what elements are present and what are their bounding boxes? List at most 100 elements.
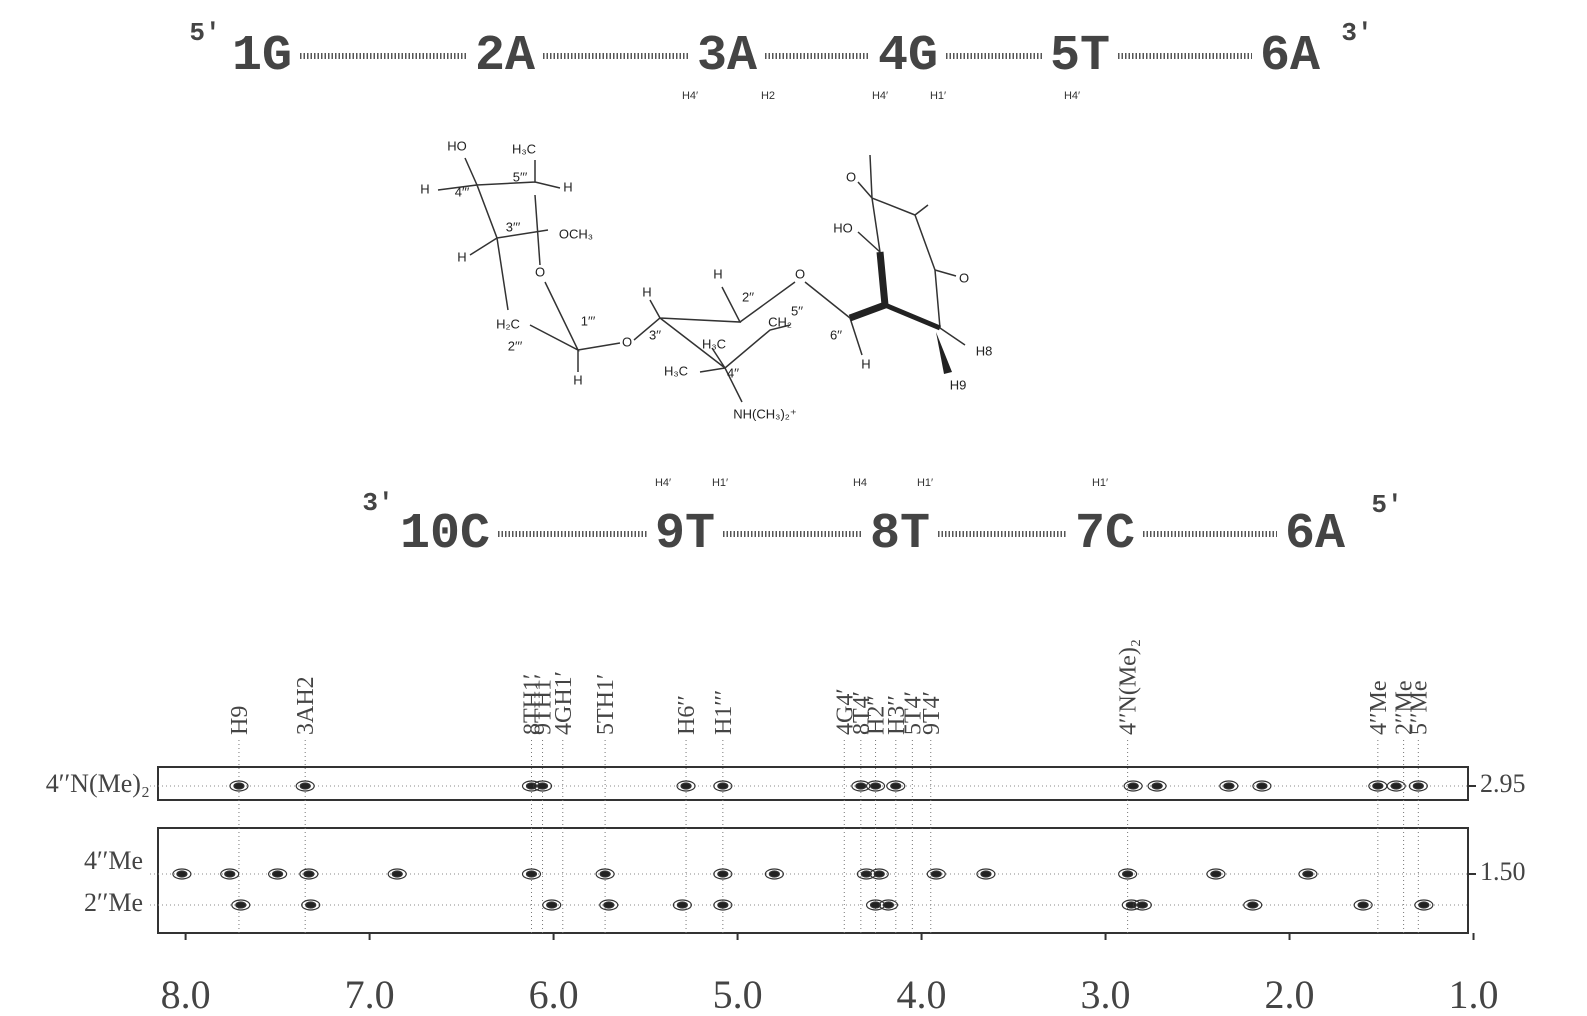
figure: 1G2A3A4G5T6AH4′H2H4′H1′H4′5′3′10C9T8T7C6… — [0, 0, 1587, 1016]
cross-peak — [870, 869, 888, 879]
cross-peak — [714, 900, 732, 910]
residue: 6A — [1285, 506, 1345, 563]
atom-label: H — [420, 181, 429, 196]
proton-label: H4′ — [655, 477, 671, 489]
atom-label: H₃C — [664, 363, 688, 378]
contour — [300, 783, 310, 789]
residue: 7C — [1075, 506, 1135, 563]
proton-label: H4 — [853, 477, 867, 489]
contour — [1373, 783, 1383, 789]
contour — [718, 871, 728, 877]
atom-label: H9 — [950, 377, 967, 392]
cross-peak — [1409, 781, 1427, 791]
peak-label: H1′′′ — [711, 690, 737, 735]
contour — [981, 871, 991, 877]
cross-peak — [1369, 781, 1387, 791]
contour — [1152, 783, 1162, 789]
row-label: 4′′Me — [84, 846, 143, 875]
x-tick-label: 1.0 — [1449, 972, 1499, 1016]
atom-label: 4′′ — [727, 365, 740, 380]
proton-label: H4′ — [872, 90, 888, 102]
atom-label: H — [573, 372, 582, 387]
contour — [538, 783, 548, 789]
row-label: 4′′N(Me)₂ — [46, 769, 150, 798]
peak-label: H9 — [227, 706, 253, 735]
cross-peak — [977, 869, 995, 879]
contour — [874, 871, 884, 877]
shift-label: 2.95 — [1480, 769, 1526, 798]
x-tick-label: 8.0 — [161, 972, 211, 1016]
end-label: 3′ — [362, 488, 393, 518]
cross-peak — [677, 781, 695, 791]
residue: 1G — [232, 28, 292, 85]
proton-label: H4′ — [1064, 90, 1080, 102]
atom-label: 5′′′ — [513, 169, 528, 184]
shift-label: 1.50 — [1480, 857, 1526, 886]
contour — [392, 871, 402, 877]
end-label: 5′ — [1371, 490, 1402, 520]
x-tick-label: 5.0 — [713, 972, 763, 1016]
x-tick-label: 4.0 — [897, 972, 947, 1016]
atom-label: H — [563, 179, 572, 194]
contour — [1391, 783, 1401, 789]
atom-label: O — [795, 266, 805, 281]
contour — [931, 871, 941, 877]
atom-label: O — [846, 169, 856, 184]
residue: 3A — [697, 28, 757, 85]
page: {"sequence":{ "top":{"five_prime":"5′","… — [0, 0, 1587, 1016]
residue: 9T — [655, 506, 715, 563]
cross-peak — [673, 900, 691, 910]
proton-label: H1′ — [712, 477, 728, 489]
proton-label: H4′ — [682, 90, 698, 102]
atom-label: 5′′ — [791, 303, 804, 318]
panel-top — [158, 767, 1468, 800]
contour — [1211, 871, 1221, 877]
contour — [677, 902, 687, 908]
contour — [718, 783, 728, 789]
atom-label: H — [713, 266, 722, 281]
contour — [883, 902, 893, 908]
contour — [1137, 902, 1147, 908]
cross-peak — [221, 869, 239, 879]
atom-label: 1′′′ — [581, 313, 596, 328]
contour — [769, 871, 779, 877]
cross-peak — [302, 900, 320, 910]
x-tick-label: 2.0 — [1265, 972, 1315, 1016]
proton-label: H1′ — [930, 90, 946, 102]
contour — [526, 871, 536, 877]
atom-label: CH₂ — [768, 314, 792, 329]
atom-label: 2′′′ — [508, 338, 523, 353]
peak-label: 4′′Me — [1366, 681, 1392, 736]
contour — [273, 871, 283, 877]
atom-label: O — [535, 264, 545, 279]
atom-label: H — [861, 356, 870, 371]
atom-label: O — [622, 334, 632, 349]
x-tick-label: 3.0 — [1081, 972, 1131, 1016]
atom-label: H₂C — [496, 316, 520, 331]
residue: 6A — [1260, 28, 1320, 85]
residue: 2A — [475, 28, 535, 85]
peak-label: 5′′Me — [1406, 681, 1432, 736]
x-tick-label: 6.0 — [529, 972, 579, 1016]
end-label: 3′ — [1341, 18, 1372, 48]
proton-label: H1′ — [1092, 477, 1108, 489]
peak-label: H6′′ — [674, 695, 700, 735]
contour — [1248, 902, 1258, 908]
panel-bottom — [158, 828, 1468, 933]
contour — [1413, 783, 1423, 789]
cross-peak — [173, 869, 191, 879]
peak-label: 9T4′ — [919, 691, 945, 735]
contour — [225, 871, 235, 877]
contour — [306, 902, 316, 908]
structure-bonds — [438, 155, 965, 402]
contour — [604, 902, 614, 908]
contour — [1358, 902, 1368, 908]
cross-peak — [230, 781, 248, 791]
residue: 5T — [1050, 28, 1110, 85]
contour — [1123, 871, 1133, 877]
residue: 4G — [878, 28, 938, 85]
contour — [236, 902, 246, 908]
atom-label: 3′′ — [649, 327, 662, 342]
atom-label: NH(CH₃)₂⁺ — [733, 406, 796, 421]
contour — [600, 871, 610, 877]
